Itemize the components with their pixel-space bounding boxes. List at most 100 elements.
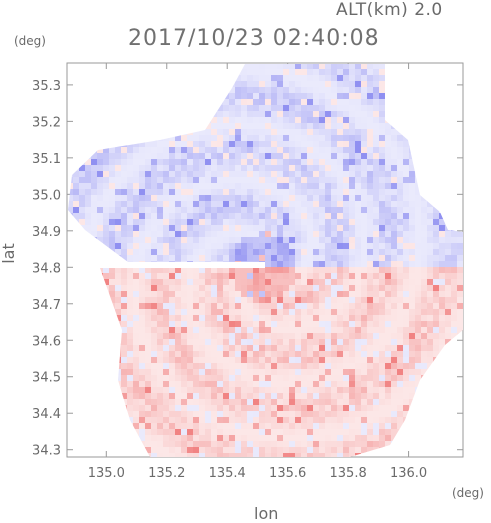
- velocity-cell: [85, 171, 91, 177]
- velocity-cell: [283, 261, 289, 267]
- velocity-cell: [139, 381, 145, 387]
- velocity-cell: [175, 273, 181, 279]
- velocity-cell: [457, 411, 463, 417]
- velocity-cell: [145, 375, 151, 381]
- velocity-cell: [103, 333, 109, 339]
- velocity-cell: [85, 81, 91, 87]
- velocity-cell: [415, 291, 421, 297]
- velocity-cell: [163, 321, 169, 327]
- velocity-cell: [439, 387, 445, 393]
- velocity-cell: [199, 225, 205, 231]
- velocity-cell: [211, 177, 217, 183]
- velocity-cell: [235, 453, 241, 457]
- velocity-cell: [409, 369, 415, 375]
- velocity-cell: [139, 447, 145, 453]
- velocity-cell: [199, 129, 205, 135]
- velocity-cell: [421, 129, 427, 135]
- velocity-cell: [193, 315, 199, 321]
- velocity-cell: [133, 315, 139, 321]
- velocity-cell: [385, 285, 391, 291]
- velocity-cell: [151, 327, 157, 333]
- velocity-cell: [91, 309, 97, 315]
- velocity-cell: [265, 117, 271, 123]
- velocity-cell: [397, 159, 403, 165]
- velocity-cell: [151, 285, 157, 291]
- velocity-cell: [319, 267, 325, 273]
- velocity-cell: [217, 255, 223, 261]
- velocity-cell: [325, 297, 331, 303]
- velocity-cell: [277, 147, 283, 153]
- velocity-cell: [175, 117, 181, 123]
- velocity-cell: [385, 195, 391, 201]
- velocity-cell: [289, 75, 295, 81]
- velocity-cell: [427, 399, 433, 405]
- velocity-cell: [121, 129, 127, 135]
- velocity-cell: [199, 387, 205, 393]
- velocity-cell: [361, 279, 367, 285]
- velocity-cell: [85, 213, 91, 219]
- velocity-cell: [145, 399, 151, 405]
- velocity-cell: [325, 141, 331, 147]
- velocity-cell: [235, 267, 241, 273]
- velocity-cell: [385, 87, 391, 93]
- velocity-cell: [427, 351, 433, 357]
- velocity-cell: [433, 339, 439, 345]
- velocity-cell: [109, 237, 115, 243]
- velocity-cell: [445, 441, 451, 447]
- velocity-cell: [229, 393, 235, 399]
- velocity-cell: [451, 165, 457, 171]
- velocity-cell: [259, 171, 265, 177]
- velocity-cell: [439, 213, 445, 219]
- velocity-cell: [307, 171, 313, 177]
- velocity-cell: [139, 123, 145, 129]
- velocity-cell: [211, 87, 217, 93]
- velocity-cell: [97, 255, 103, 261]
- velocity-cell: [217, 219, 223, 225]
- velocity-cell: [283, 309, 289, 315]
- velocity-cell: [187, 423, 193, 429]
- velocity-cell: [151, 69, 157, 75]
- velocity-cell: [181, 219, 187, 225]
- velocity-cell: [451, 399, 457, 405]
- velocity-cell: [79, 117, 85, 123]
- velocity-cell: [187, 453, 193, 457]
- velocity-cell: [445, 453, 451, 457]
- velocity-cell: [121, 309, 127, 315]
- velocity-cell: [253, 369, 259, 375]
- velocity-cell: [223, 237, 229, 243]
- velocity-cell: [289, 129, 295, 135]
- velocity-cell: [451, 123, 457, 129]
- velocity-cell: [373, 339, 379, 345]
- velocity-cell: [355, 171, 361, 177]
- velocity-cell: [181, 363, 187, 369]
- velocity-cell: [223, 123, 229, 129]
- velocity-cell: [211, 135, 217, 141]
- velocity-cell: [115, 123, 121, 129]
- velocity-cell: [457, 183, 463, 189]
- velocity-cell: [271, 75, 277, 81]
- velocity-cell: [427, 87, 433, 93]
- velocity-cell: [301, 345, 307, 351]
- velocity-cell: [121, 153, 127, 159]
- velocity-cell: [235, 69, 241, 75]
- velocity-cell: [187, 75, 193, 81]
- velocity-cell: [421, 435, 427, 441]
- velocity-cell: [139, 207, 145, 213]
- velocity-cell: [283, 75, 289, 81]
- velocity-cell: [421, 297, 427, 303]
- velocity-cell: [385, 393, 391, 399]
- velocity-cell: [397, 381, 403, 387]
- velocity-cell: [241, 141, 247, 147]
- velocity-cell: [277, 255, 283, 261]
- velocity-cell: [193, 135, 199, 141]
- velocity-cell: [259, 387, 265, 393]
- velocity-cell: [277, 237, 283, 243]
- velocity-cell: [145, 315, 151, 321]
- velocity-cell: [379, 273, 385, 279]
- velocity-cell: [187, 183, 193, 189]
- velocity-cell: [169, 207, 175, 213]
- velocity-cell: [391, 327, 397, 333]
- velocity-cell: [439, 111, 445, 117]
- velocity-cell: [127, 381, 133, 387]
- velocity-cell: [91, 237, 97, 243]
